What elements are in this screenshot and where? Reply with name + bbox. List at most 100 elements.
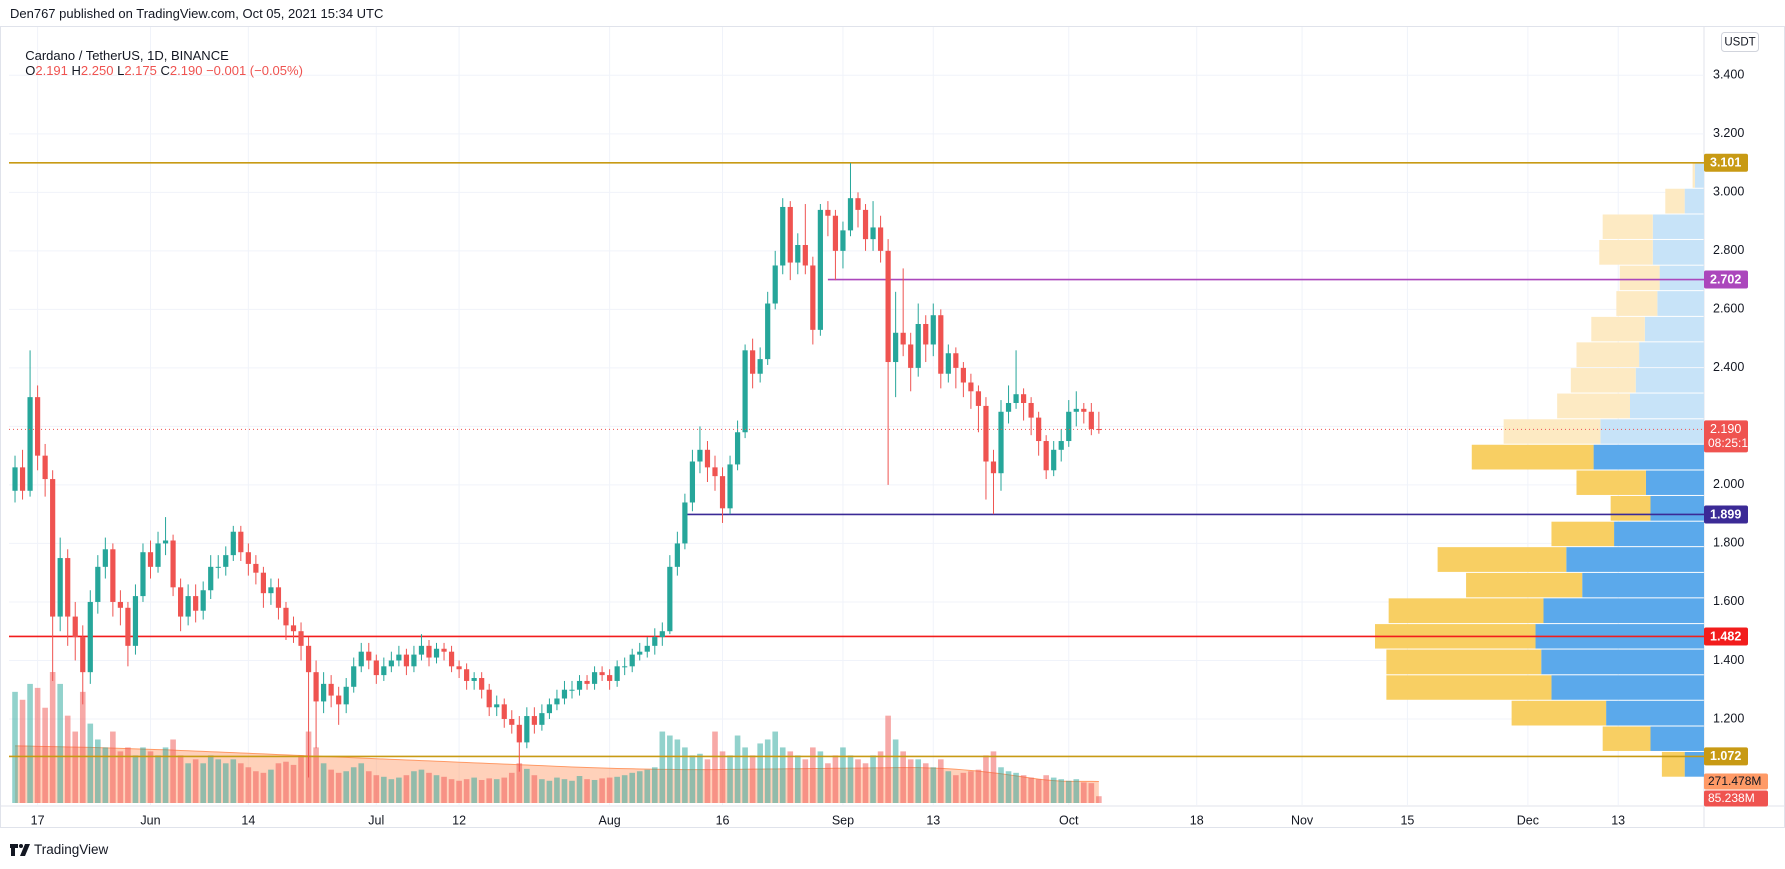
volume-bar (742, 747, 748, 803)
candle-body (810, 265, 816, 330)
candle-body (275, 587, 282, 608)
candle-body (479, 678, 485, 690)
candle-body (877, 227, 884, 251)
volume-bar (1088, 783, 1095, 803)
volume-bar (110, 731, 116, 803)
level-price-box (1704, 627, 1748, 646)
volume-bar (621, 775, 628, 803)
y-tick-label: 1.200 (1713, 711, 1744, 725)
candle-body (456, 666, 462, 670)
volume-bar (682, 747, 688, 803)
candle-body (704, 449, 711, 468)
candle-body (117, 601, 123, 608)
volume-bar (990, 751, 997, 803)
volume-bar (832, 755, 839, 803)
x-tick-label: 14 (241, 813, 255, 827)
candle-body (433, 648, 440, 658)
volume-bar (441, 776, 447, 803)
volume-bar (373, 775, 380, 803)
candle-body (208, 566, 214, 591)
candle-body (132, 596, 139, 646)
profile-down (1511, 700, 1607, 726)
volume-bar (659, 731, 666, 803)
volume-bar (825, 763, 831, 803)
candle-body (659, 631, 665, 638)
candle-body (110, 549, 116, 602)
candle-body (1036, 417, 1042, 442)
candle-body (268, 587, 274, 594)
legend-change: −0.001 (−0.05%) (206, 63, 303, 78)
candle-body (336, 695, 342, 705)
candle-body (855, 198, 861, 210)
volume-bar (335, 772, 342, 803)
currency-label[interactable]: USDT (1724, 37, 1755, 49)
candle-body (471, 678, 477, 681)
volume-bar (177, 755, 184, 803)
volume-bar (365, 771, 372, 803)
volume-bar (531, 775, 538, 803)
candle-body (155, 543, 161, 567)
candle-body (591, 672, 598, 684)
currency-button[interactable] (1721, 32, 1759, 52)
volume-bar (290, 764, 297, 803)
volume-bar (539, 779, 545, 803)
candle-body (576, 680, 583, 690)
profile-up (1684, 751, 1704, 777)
last-price-box (1704, 420, 1748, 453)
y-tick-label: 2.800 (1713, 243, 1744, 257)
volume-bar (599, 778, 605, 803)
candle-body (870, 227, 876, 240)
candle-body (230, 531, 236, 556)
candle-body (1028, 402, 1034, 418)
volume-bar (34, 687, 41, 803)
candle-body (245, 552, 251, 564)
volume-bar (779, 747, 786, 803)
y-tick-label: 2.400 (1713, 360, 1744, 374)
volume-bar (102, 747, 109, 803)
candle-body (1043, 441, 1049, 471)
candle-body (765, 303, 771, 360)
y-tick-label: 1.600 (1713, 594, 1744, 608)
profile-down (1616, 291, 1658, 316)
volume-bar (426, 772, 432, 803)
volume-bar (734, 735, 741, 803)
volume-bar (787, 751, 794, 803)
candle-body (1005, 402, 1012, 412)
candle-body (238, 531, 244, 553)
candle-body (343, 686, 349, 705)
volume-bar (697, 753, 703, 803)
candle-body (1088, 411, 1094, 430)
volume-bar (57, 683, 63, 803)
volume-bar (629, 772, 636, 803)
volume-bar (1081, 782, 1087, 803)
volume-bar (749, 755, 756, 803)
volume-bar (855, 759, 861, 803)
x-tick-label: 17 (31, 813, 45, 827)
volume-bar (885, 715, 891, 803)
volume-bar (268, 769, 274, 803)
volume-bar (253, 771, 259, 803)
candle-body (893, 332, 899, 363)
volume-bar (358, 763, 365, 803)
volume-bar (418, 769, 425, 803)
candle-body (193, 596, 199, 611)
level-price-box (1704, 747, 1748, 766)
candle-body (697, 449, 703, 462)
legend-value: 2.191 (35, 63, 68, 78)
legend-key: H (71, 63, 81, 78)
legend-value: 2.250 (80, 63, 114, 78)
volume-bar (381, 776, 387, 803)
volume-bar (614, 776, 620, 803)
candle-body (554, 698, 560, 705)
level-price-box (1704, 153, 1748, 172)
level-price-label: 2.702 (1710, 272, 1741, 286)
volume-bar (757, 743, 763, 803)
candle-body (102, 549, 108, 567)
volume-ma-label: 271.478M (1708, 774, 1761, 788)
x-tick-label: Aug (599, 813, 621, 827)
candle-body (569, 689, 575, 691)
legend-key: L (117, 63, 125, 78)
candle-body (953, 353, 959, 368)
legend-key: C (160, 63, 170, 78)
volume-bar (998, 767, 1004, 803)
